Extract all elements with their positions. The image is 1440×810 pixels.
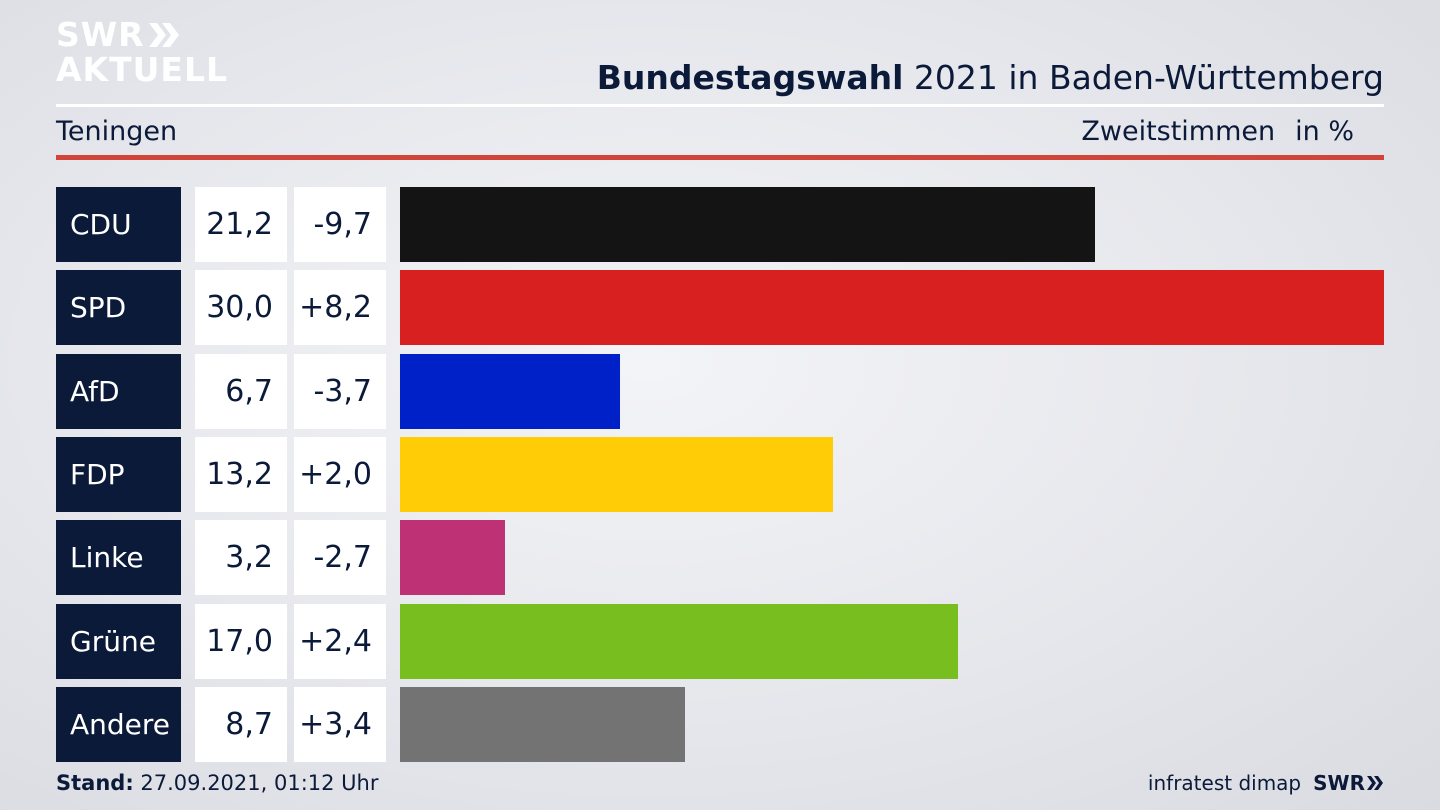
- result-bar: [400, 187, 1095, 262]
- header-divider: [56, 104, 1384, 107]
- party-label: Grüne: [56, 604, 181, 679]
- vote-share-value: 8,7: [195, 687, 287, 762]
- footer-credits: infratest dimap SWR: [1148, 771, 1384, 795]
- party-label: FDP: [56, 437, 181, 512]
- timestamp-value: 27.09.2021, 01:12 Uhr: [133, 771, 379, 795]
- vote-share-change: -2,7: [294, 520, 386, 595]
- metric-label: Zweitstimmen in %: [1081, 116, 1384, 147]
- vote-share-change: +3,4: [294, 687, 386, 762]
- result-row: Grüne 17,0 +2,4: [56, 604, 1384, 679]
- result-bar: [400, 270, 1384, 345]
- vote-share-value: 6,7: [195, 354, 287, 429]
- unit-label: in %: [1295, 116, 1354, 147]
- accent-divider: [56, 155, 1384, 160]
- party-label: SPD: [56, 270, 181, 345]
- result-bar: [400, 520, 505, 595]
- swr-aktuell-logo: SWR AKTUELL: [56, 18, 228, 86]
- vote-share-change: -3,7: [294, 354, 386, 429]
- result-row: CDU 21,2 -9,7: [56, 187, 1384, 262]
- vote-share-value: 17,0: [195, 604, 287, 679]
- footer-brand-text: SWR: [1313, 771, 1365, 795]
- result-bar: [400, 437, 833, 512]
- vote-share-value: 30,0: [195, 270, 287, 345]
- vote-share-change: +8,2: [294, 270, 386, 345]
- logo-text-aktuell: AKTUELL: [56, 50, 229, 89]
- vote-share-value: 3,2: [195, 520, 287, 595]
- chart-title: Bundestagswahl 2021 in Baden-Württemberg: [597, 58, 1384, 97]
- vote-share-value: 21,2: [195, 187, 287, 262]
- footer-brand: SWR: [1313, 771, 1384, 795]
- party-label: Linke: [56, 520, 181, 595]
- metric-name: Zweitstimmen: [1081, 116, 1276, 147]
- vote-share-change: +2,0: [294, 437, 386, 512]
- logo-text-swr: SWR: [56, 15, 145, 54]
- result-bar: [400, 604, 958, 679]
- result-row: Linke 3,2 -2,7: [56, 520, 1384, 595]
- result-row: SPD 30,0 +8,2: [56, 270, 1384, 345]
- timestamp-label: Stand:: [56, 771, 134, 795]
- source-label: infratest dimap: [1147, 771, 1302, 795]
- chart-title-bold: Bundestagswahl: [596, 58, 904, 97]
- party-label: CDU: [56, 187, 181, 262]
- result-row: FDP 13,2 +2,0: [56, 437, 1384, 512]
- chart-title-rest: 2021 in Baden-Württemberg: [903, 58, 1384, 97]
- result-row: Andere 8,7 +3,4: [56, 687, 1384, 762]
- vote-share-change: +2,4: [294, 604, 386, 679]
- result-row: AfD 6,7 -3,7: [56, 354, 1384, 429]
- double-chevron-icon: [1367, 776, 1383, 790]
- double-chevron-icon: [148, 22, 179, 47]
- party-label: AfD: [56, 354, 181, 429]
- region-label: Teningen: [56, 116, 178, 147]
- result-bar: [400, 687, 685, 762]
- vote-share-change: -9,7: [294, 187, 386, 262]
- result-bar: [400, 354, 620, 429]
- timestamp: Stand: 27.09.2021, 01:12 Uhr: [56, 771, 379, 795]
- vote-share-value: 13,2: [195, 437, 287, 512]
- party-label: Andere: [56, 687, 181, 762]
